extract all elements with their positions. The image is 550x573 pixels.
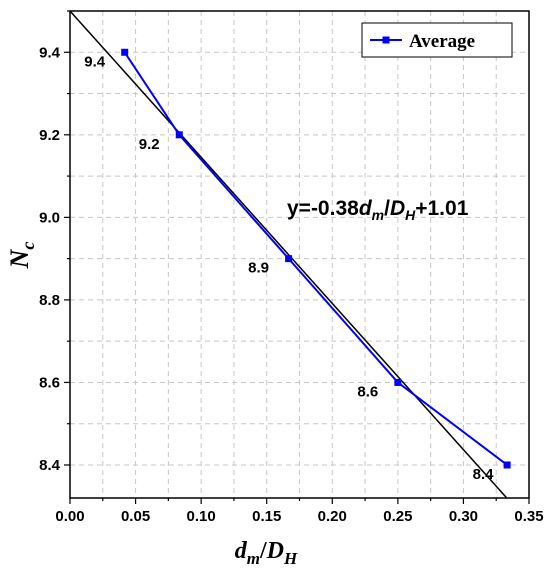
y-tick-label: 9.2 — [39, 127, 60, 144]
legend-label: Average — [409, 31, 475, 52]
x-tick-label: 0.30 — [449, 508, 478, 525]
equation-var-D: D — [390, 197, 405, 220]
equation-suffix: +1.01 — [415, 197, 468, 220]
data-label: 8.4 — [473, 466, 495, 483]
y-tick-label: 8.4 — [39, 457, 61, 474]
equation-prefix: y=-0.38 — [287, 197, 359, 220]
equation-sub-H: H — [405, 207, 416, 223]
grid — [70, 10, 529, 498]
x-tick-label: 0.05 — [121, 508, 150, 525]
x-title-sep: / — [259, 538, 267, 564]
x-tick-label: 0.20 — [318, 508, 347, 525]
series-group — [121, 48, 511, 469]
data-point — [503, 461, 511, 469]
x-tick-label: 0.10 — [187, 508, 216, 525]
data-point — [394, 378, 402, 386]
x-title-d: d — [235, 538, 248, 564]
equation-annotation: y=-0.38dm/DH+1.01 — [287, 197, 469, 223]
y-tick-label: 9.4 — [39, 44, 61, 61]
equation-sep: / — [384, 197, 390, 220]
x-title-sub-m: m — [247, 549, 260, 568]
equation-sub-m: m — [372, 207, 384, 223]
x-tick-label: 0.25 — [383, 508, 412, 525]
fit-line-group — [70, 11, 508, 498]
legend-swatch-marker — [382, 36, 390, 44]
x-tick-label: 0.35 — [514, 508, 543, 525]
data-label: 9.2 — [139, 136, 160, 153]
x-title-D: D — [266, 538, 284, 564]
x-tick-label: 0.00 — [55, 508, 84, 525]
y-tick-label: 9.0 — [39, 209, 60, 226]
x-tick-label: 0.15 — [252, 508, 281, 525]
y-axis-title: Nc — [5, 242, 38, 270]
y-tick-label: 8.8 — [39, 292, 60, 309]
data-point — [121, 48, 129, 56]
legend: Average — [361, 22, 513, 58]
fit-line — [70, 11, 508, 498]
data-label: 9.4 — [84, 53, 106, 70]
data-label: 8.9 — [248, 260, 269, 277]
x-axis-title: dm/DH — [235, 538, 298, 568]
data-point — [175, 131, 183, 139]
data-point — [285, 255, 293, 263]
data-labels: 9.4 9.2 8.9 8.6 8.4 — [84, 53, 494, 483]
equation-var-d: d — [359, 197, 373, 220]
x-title-sub-H: H — [283, 549, 298, 568]
y-title-sub-c: c — [18, 242, 38, 250]
ticks: 0.00 0.05 0.10 0.15 0.20 0.25 0.30 0.35 8.4 8.6 8.… — [39, 10, 544, 525]
y-tick-label: 8.6 — [39, 374, 60, 391]
y-title-N: N — [5, 248, 34, 269]
data-label: 8.6 — [357, 383, 378, 400]
